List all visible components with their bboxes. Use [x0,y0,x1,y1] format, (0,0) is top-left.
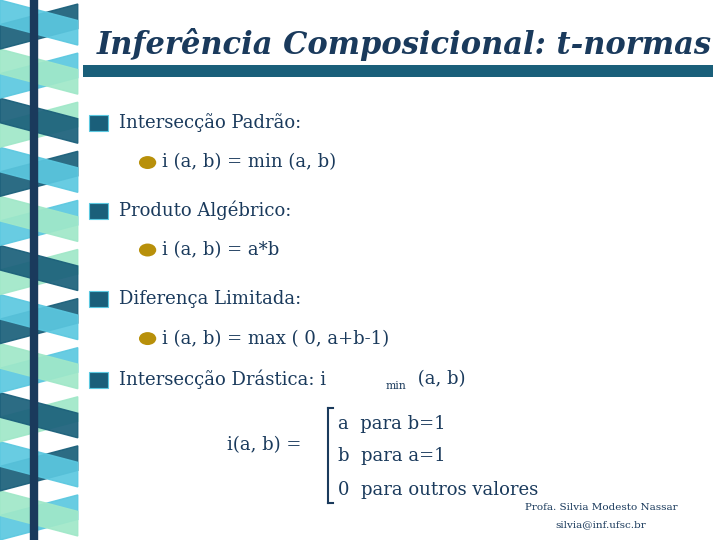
Text: Produto Algébrico:: Produto Algébrico: [119,201,291,220]
Text: (a, b): (a, b) [412,370,465,388]
Text: Intersecção Padrão:: Intersecção Padrão: [119,113,301,132]
Polygon shape [0,200,78,246]
Circle shape [139,244,156,256]
Bar [83,65,713,77]
Polygon shape [0,299,78,343]
Polygon shape [0,495,78,540]
Polygon shape [0,0,78,45]
Polygon shape [0,294,78,340]
Circle shape [139,156,156,169]
Polygon shape [0,246,78,291]
Circle shape [139,332,156,345]
Text: i (a, b) = a*b: i (a, b) = a*b [162,241,279,259]
Polygon shape [0,348,78,393]
Polygon shape [0,249,78,294]
Text: Inferência Composicional: t-normas: Inferência Composicional: t-normas [97,28,712,61]
Text: i (a, b) = max ( 0, a+b-1): i (a, b) = max ( 0, a+b-1) [162,329,389,348]
Polygon shape [0,98,78,143]
Polygon shape [0,4,78,49]
Text: i(a, b) =: i(a, b) = [227,436,301,455]
Text: a  para b=1: a para b=1 [338,415,446,433]
Polygon shape [0,53,78,98]
Polygon shape [0,147,78,192]
Text: b  para a=1: b para a=1 [338,447,446,465]
Text: Profa. Silvia Modesto Nassar: Profa. Silvia Modesto Nassar [525,503,678,512]
Polygon shape [0,442,78,487]
FancyBboxPatch shape [89,115,108,131]
Polygon shape [0,343,78,389]
FancyBboxPatch shape [89,372,108,388]
Text: Intersecção Drástica: i: Intersecção Drástica: i [119,369,326,389]
Polygon shape [0,397,78,442]
Polygon shape [0,151,78,197]
Text: silvia@inf.ufsc.br: silvia@inf.ufsc.br [556,521,647,529]
Text: min: min [385,381,406,391]
Polygon shape [0,393,78,438]
Polygon shape [0,197,78,241]
FancyBboxPatch shape [89,291,108,307]
Polygon shape [0,491,78,536]
Text: 0  para outros valores: 0 para outros valores [338,481,539,499]
Text: Diferença Limitada:: Diferença Limitada: [119,289,301,308]
Polygon shape [0,102,78,147]
Polygon shape [0,49,78,94]
Polygon shape [0,446,78,491]
Polygon shape [30,0,37,540]
FancyBboxPatch shape [89,203,108,219]
Text: i (a, b) = min (a, b): i (a, b) = min (a, b) [162,153,336,172]
